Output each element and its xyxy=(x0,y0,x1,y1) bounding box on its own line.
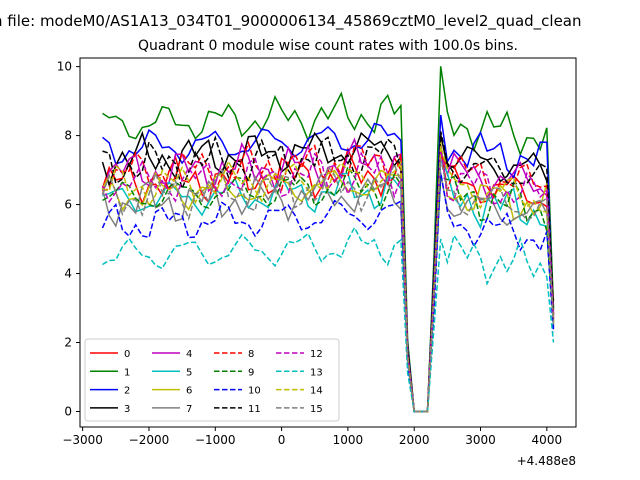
x-tick-label: −1000 xyxy=(195,433,236,447)
x-tick-label: 0 xyxy=(278,433,286,447)
x-tick-label: 1000 xyxy=(333,433,364,447)
legend-label-8: 8 xyxy=(248,349,254,360)
legend-label-4: 4 xyxy=(186,349,192,360)
x-tick-label: −3000 xyxy=(62,433,103,447)
y-tick-label: 0 xyxy=(64,404,72,418)
chart-title: Quadrant 0 module wise count rates with … xyxy=(138,38,518,54)
x-tick-label: −2000 xyxy=(129,433,170,447)
y-tick-label: 8 xyxy=(64,129,72,143)
x-tick-label: 4000 xyxy=(532,433,563,447)
legend-label-14: 14 xyxy=(310,386,323,397)
legend-label-15: 15 xyxy=(310,404,323,415)
legend-box xyxy=(84,338,340,422)
y-tick-label: 4 xyxy=(64,267,72,281)
legend-label-9: 9 xyxy=(248,367,254,378)
legend-label-3: 3 xyxy=(124,404,130,415)
legend-label-12: 12 xyxy=(310,349,323,360)
series-line-15 xyxy=(101,158,555,413)
x-tick-label: 2000 xyxy=(399,433,430,447)
series-line-12 xyxy=(101,145,555,413)
x-tick-label: 3000 xyxy=(465,433,496,447)
y-tick-label: 2 xyxy=(64,336,72,350)
figure-suptitle: n file: modeM0/AS1A13_034T01_9000006134_… xyxy=(0,12,582,31)
plot-area xyxy=(101,66,555,413)
legend-label-0: 0 xyxy=(124,349,130,360)
series-line-11 xyxy=(102,131,555,413)
series-line-7 xyxy=(101,171,555,413)
legend-label-7: 7 xyxy=(186,404,192,415)
x-offset-label: +4.488e8 xyxy=(517,454,576,468)
legend-label-1: 1 xyxy=(124,367,130,378)
legend-label-13: 13 xyxy=(310,367,323,378)
legend-label-6: 6 xyxy=(186,386,192,397)
legend-label-11: 11 xyxy=(248,404,261,415)
series-line-14 xyxy=(102,146,555,413)
legend-label-2: 2 xyxy=(124,386,130,397)
legend-label-10: 10 xyxy=(248,386,261,397)
legend-label-5: 5 xyxy=(186,367,192,378)
series-line-13 xyxy=(102,226,555,413)
axes-frame xyxy=(79,57,577,428)
y-tick-label: 6 xyxy=(64,198,72,212)
series-line-10 xyxy=(101,172,555,413)
y-tick-label: 10 xyxy=(57,60,72,74)
